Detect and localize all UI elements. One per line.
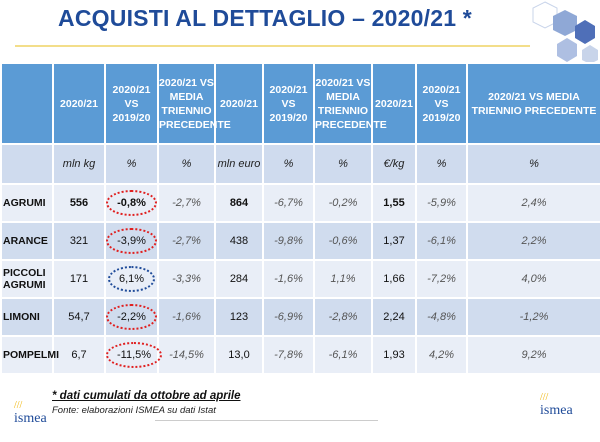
column-header: 2020/21 VS 2019/20 bbox=[104, 62, 159, 145]
data-cell: -6,9% bbox=[262, 297, 315, 337]
data-cell: 54,7 bbox=[52, 297, 106, 337]
row-label: POMPELMI bbox=[0, 335, 59, 375]
header-row: 2020/21 2020/21 VS 2019/20 2020/21 VS MEDI… bbox=[0, 62, 600, 145]
units-row: mln kg%% mln euro%% €/kg%% bbox=[0, 143, 600, 185]
data-cell: 2,4% bbox=[466, 183, 600, 223]
title-divider bbox=[15, 45, 530, 47]
row-label: ARANCE bbox=[0, 221, 54, 261]
column-header: 2020/21 bbox=[371, 62, 417, 145]
data-cell: 864 bbox=[214, 183, 264, 223]
hexagon-decoration-icon bbox=[532, 1, 598, 62]
ismea-logo-left: ///ismea bbox=[14, 400, 47, 426]
column-header: 2020/21 bbox=[214, 62, 264, 145]
column-header: 2020/21 VS 2019/20 bbox=[262, 62, 315, 145]
data-cell: 2,2% bbox=[466, 221, 600, 261]
unit-cell: % bbox=[313, 143, 373, 185]
row-label: PICCOLI AGRUMI bbox=[0, 259, 54, 299]
row-label: LIMONI bbox=[0, 297, 54, 337]
data-cell: 123 bbox=[214, 297, 264, 337]
data-cell: -9,8% bbox=[262, 221, 315, 261]
column-header: 2020/21 VS MEDIA TRIENNIO PRECEDENTE bbox=[313, 62, 387, 145]
footer-divider bbox=[155, 420, 378, 421]
table-row: LIMONI 54,7 -2,2% -1,6% 123 -6,9% -2,8% 2,24 -4,… bbox=[0, 297, 600, 337]
data-cell: 1,37 bbox=[371, 221, 417, 261]
data-cell: 171 bbox=[52, 259, 106, 299]
data-cell: 1,66 bbox=[371, 259, 417, 299]
data-cell: 6,7 bbox=[52, 335, 106, 375]
data-cell: -7,8% bbox=[262, 335, 315, 375]
data-cell: -14,5% bbox=[157, 335, 216, 375]
source-note: Fonte: elaborazioni ISMEA su dati Istat bbox=[52, 405, 216, 416]
data-cell: -1,6% bbox=[157, 297, 216, 337]
table-row: AGRUMI 556 -0,8% -2,7% 864 -6,7% -0,2% 1,55 -5,9… bbox=[0, 183, 600, 223]
data-cell: 1,55 bbox=[371, 183, 417, 223]
data-cell: 556 bbox=[52, 183, 106, 223]
data-cell: 438 bbox=[214, 221, 264, 261]
column-header bbox=[0, 62, 54, 145]
data-cell: -0,6% bbox=[313, 221, 373, 261]
unit-cell bbox=[0, 143, 54, 185]
column-header: 2020/21 VS MEDIA TRIENNIO PRECEDENTE bbox=[466, 62, 600, 145]
data-cell: -2,2% bbox=[104, 297, 159, 337]
unit-cell: % bbox=[104, 143, 159, 185]
data-cell: -3,9% bbox=[104, 221, 159, 261]
highlight-circle: -2,2% bbox=[106, 304, 157, 330]
table-row: PICCOLI AGRUMI 171 6,1% -3,3% 284 -1,6% 1,1% 1,… bbox=[0, 259, 600, 299]
footnote: * dati cumulati da ottobre ad aprile bbox=[52, 390, 241, 402]
highlight-circle: -3,9% bbox=[106, 228, 157, 254]
data-cell: -11,5% bbox=[104, 335, 163, 375]
unit-cell: % bbox=[157, 143, 216, 185]
unit-cell: mln kg bbox=[52, 143, 106, 185]
data-cell: 9,2% bbox=[466, 335, 600, 375]
data-cell: -6,1% bbox=[415, 221, 468, 261]
data-cell: -7,2% bbox=[415, 259, 468, 299]
data-cell: 2,24 bbox=[371, 297, 417, 337]
data-table: 2020/21 2020/21 VS 2019/20 2020/21 VS MEDI… bbox=[0, 62, 600, 375]
column-header: 2020/21 bbox=[52, 62, 106, 145]
highlight-circle: 6,1% bbox=[107, 266, 156, 292]
data-cell: -2,7% bbox=[157, 221, 216, 261]
data-cell: -0,8% bbox=[104, 183, 159, 223]
row-label: AGRUMI bbox=[0, 183, 54, 223]
data-cell: -6,1% bbox=[313, 335, 373, 375]
page-title: ACQUISTI AL DETTAGLIO – 2020/21 * bbox=[58, 5, 472, 31]
data-cell: -3,3% bbox=[157, 259, 216, 299]
data-cell: 6,1% bbox=[104, 259, 159, 299]
data-cell: -2,8% bbox=[313, 297, 373, 337]
unit-cell: % bbox=[415, 143, 468, 185]
data-cell: -1,6% bbox=[262, 259, 315, 299]
data-cell: -6,7% bbox=[262, 183, 315, 223]
unit-cell: % bbox=[466, 143, 600, 185]
highlight-circle: -11,5% bbox=[106, 342, 163, 368]
unit-cell: €/kg bbox=[371, 143, 417, 185]
highlight-circle: -0,8% bbox=[106, 190, 157, 216]
data-cell: -0,2% bbox=[313, 183, 373, 223]
data-cell: 4,0% bbox=[466, 259, 600, 299]
data-cell: -4,8% bbox=[415, 297, 468, 337]
table-row: ARANCE 321 -3,9% -2,7% 438 -9,8% -0,6% 1,37 -6,1… bbox=[0, 221, 600, 261]
data-cell: 1,1% bbox=[313, 259, 373, 299]
unit-cell: mln euro bbox=[214, 143, 264, 185]
data-cell: -5,9% bbox=[415, 183, 468, 223]
column-header: 2020/21 VS 2019/20 bbox=[415, 62, 468, 145]
unit-cell: % bbox=[262, 143, 315, 185]
table-row: POMPELMI 6,7 -11,5% -14,5% 13,0 -7,8% -6,1% 1,9… bbox=[0, 335, 600, 375]
data-cell: -1,2% bbox=[466, 297, 600, 337]
data-cell: 321 bbox=[52, 221, 106, 261]
ismea-logo-right: ///ismea bbox=[540, 392, 573, 418]
data-cell: 1,93 bbox=[371, 335, 417, 375]
column-header: 2020/21 VS MEDIA TRIENNIO PRECEDENTE bbox=[157, 62, 231, 145]
data-cell: 4,2% bbox=[415, 335, 468, 375]
data-cell: 13,0 bbox=[214, 335, 264, 375]
data-cell: -2,7% bbox=[157, 183, 216, 223]
data-cell: 284 bbox=[214, 259, 264, 299]
